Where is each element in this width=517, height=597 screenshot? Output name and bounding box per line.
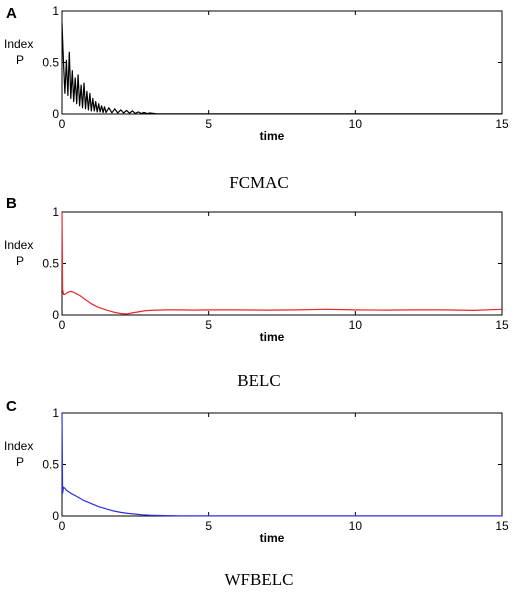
chart-c-xtick-label-0: 0: [59, 519, 66, 533]
chart-b-ylabel-line2: P: [16, 254, 24, 268]
chart-a-caption: FCMAC: [229, 173, 289, 192]
chart-c-xtick-label-3: 15: [495, 519, 509, 533]
chart-b-panel-label: B: [6, 195, 17, 212]
chart-c-ytick-label-2: 1: [52, 406, 59, 420]
chart-a-xtick-label-0: 0: [59, 117, 66, 131]
chart-a-xtick-label-3: 15: [495, 117, 509, 131]
chart-a-ytick-label-2: 1: [52, 4, 59, 18]
chart-a-panel-label: A: [6, 5, 17, 22]
chart-b-ylabel-line1: Index: [4, 238, 33, 252]
chart-a-ylabel-line1: Index: [4, 37, 33, 51]
chart-c-xlabel: time: [260, 531, 285, 545]
chart-b-xlabel: time: [260, 330, 285, 344]
chart-c-panel-label: C: [6, 398, 17, 415]
chart-a-ylabel-line2: P: [16, 53, 24, 67]
chart-c-axes-box: [61, 412, 503, 517]
chart-c-ytick-label-1: 0.5: [42, 458, 59, 472]
chart-c-series-0-line: [61, 412, 502, 517]
chart-c-ytick-label-0: 0: [52, 509, 59, 523]
chart-b-ytick-label-1: 0.5: [42, 257, 59, 271]
chart-b-series-0-line: [61, 211, 503, 315]
chart-b-xtick-label-1: 5: [205, 318, 212, 332]
chart-a-ytick-label-0: 0: [52, 107, 59, 121]
chart-a-ytick-label-1: 0.5: [42, 56, 59, 70]
chart-a-xtick-label-2: 10: [349, 117, 363, 131]
chart-c-xtick-label-1: 5: [205, 519, 212, 533]
chart-c-xtick-label-2: 10: [349, 519, 363, 533]
chart-c-ylabel-line1: Index: [4, 439, 33, 453]
chart-c-caption: WFBELC: [225, 570, 294, 589]
chart-a-xlabel: time: [260, 129, 285, 143]
chart-b-ytick-label-2: 1: [52, 205, 59, 219]
chart-b-ytick-label-0: 0: [52, 308, 59, 322]
chart-b-axes-box: [61, 211, 503, 316]
chart-b-xtick-label-2: 10: [349, 318, 363, 332]
chart-a-xtick-label-1: 5: [205, 117, 212, 131]
chart-b-xtick-label-0: 0: [59, 318, 66, 332]
chart-a-series-0-line: [61, 23, 502, 115]
chart-b-caption: BELC: [237, 371, 280, 390]
chart-a-axes-box: [61, 10, 503, 115]
chart-b-xtick-label-3: 15: [495, 318, 509, 332]
chart-c-ylabel-line2: P: [16, 455, 24, 469]
